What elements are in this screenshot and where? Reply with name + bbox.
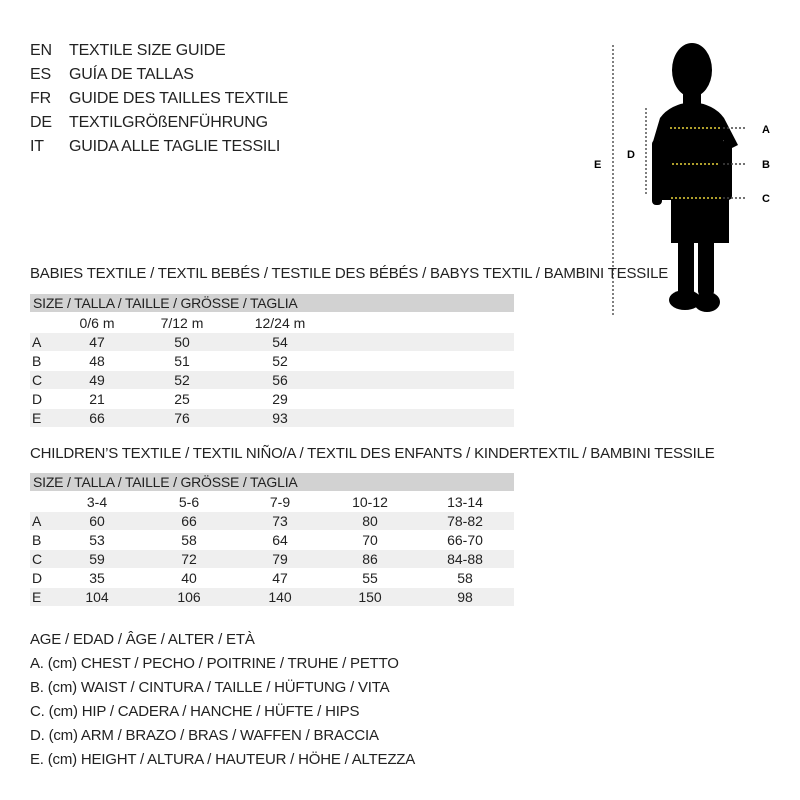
table-cell: 93 xyxy=(272,410,288,426)
table-cell: 40 xyxy=(181,570,197,586)
guide-title: GUIDE DES TAILLES TEXTILE xyxy=(69,90,289,107)
column-header: 10-12 xyxy=(352,494,388,510)
row-label: B xyxy=(32,353,42,369)
language-code: DE xyxy=(30,114,52,131)
column-header: 7-9 xyxy=(269,494,291,510)
table-cell: 86 xyxy=(362,551,378,567)
table-row-stripe xyxy=(30,588,514,606)
table-cell: 76 xyxy=(174,410,190,426)
column-header: 0/6 m xyxy=(79,315,115,331)
label-c: C xyxy=(762,193,770,205)
table-cell: 48 xyxy=(89,353,105,369)
legend-line: D. (cm) ARM / BRAZO / BRAS / WAFFEN / BR… xyxy=(30,727,379,744)
children-table-title: CHILDREN’S TEXTILE / TEXTIL NIÑO/A / TEX… xyxy=(30,445,715,462)
row-label: E xyxy=(32,410,42,426)
table-cell: 64 xyxy=(272,532,288,548)
label-b: B xyxy=(762,159,770,171)
table-cell: 59 xyxy=(89,551,105,567)
table-cell: 78-82 xyxy=(447,513,483,529)
row-label: D xyxy=(32,391,43,407)
legend-line: E. (cm) HEIGHT / ALTURA / HAUTEUR / HÖHE… xyxy=(30,751,416,768)
guide-title: TEXTILE SIZE GUIDE xyxy=(69,42,226,59)
table-cell: 106 xyxy=(177,589,201,605)
row-label: E xyxy=(32,589,42,605)
guide-title: GUIDA ALLE TAGLIE TESSILI xyxy=(69,138,281,155)
table-cell: 58 xyxy=(457,570,473,586)
table-cell: 29 xyxy=(272,391,288,407)
measure-lines xyxy=(670,127,745,199)
table-cell: 73 xyxy=(272,513,288,529)
table-row-stripe xyxy=(30,409,514,427)
table-cell: 56 xyxy=(272,372,288,388)
row-label: B xyxy=(32,532,42,548)
child-silhouette-figure: E D A B C xyxy=(594,43,770,316)
table-cell: 66 xyxy=(89,410,105,426)
row-label: A xyxy=(32,334,42,350)
legend-line: A. (cm) CHEST / PECHO / POITRINE / TRUHE… xyxy=(30,655,399,672)
table-row-stripe xyxy=(30,512,514,530)
babies-table-title: BABIES TEXTILE / TEXTIL BEBÉS / TESTILE … xyxy=(30,265,669,282)
language-code: FR xyxy=(30,90,51,107)
table-cell: 70 xyxy=(362,532,378,548)
table-cell: 104 xyxy=(85,589,109,605)
guide-title: TEXTILGRÖßENFÜHRUNG xyxy=(69,114,268,131)
table-cell: 25 xyxy=(174,391,190,407)
column-header: 12/24 m xyxy=(254,315,306,331)
silhouette xyxy=(652,43,738,312)
table-cell: 66 xyxy=(181,513,197,529)
table-cell: 150 xyxy=(358,589,382,605)
table-cell: 84-88 xyxy=(447,551,483,567)
table-cell: 51 xyxy=(174,353,190,369)
language-code: ES xyxy=(30,66,51,83)
table-header-bar xyxy=(30,473,514,491)
column-header: 13-14 xyxy=(447,494,483,510)
table-cell: 52 xyxy=(174,372,190,388)
language-code: IT xyxy=(30,138,44,155)
table-cell: 66-70 xyxy=(447,532,483,548)
table-cell: 79 xyxy=(272,551,288,567)
row-label: D xyxy=(32,570,43,586)
table-cell: 54 xyxy=(272,334,288,350)
row-label: C xyxy=(32,551,43,567)
table-header-bar xyxy=(30,294,514,312)
table-cell: 49 xyxy=(89,372,105,388)
column-header: 3-4 xyxy=(86,494,108,510)
label-a: A xyxy=(762,124,770,136)
table-cell: 60 xyxy=(89,513,105,529)
row-label: C xyxy=(32,372,43,388)
column-header: 7/12 m xyxy=(160,315,204,331)
table-row-stripe xyxy=(30,371,514,389)
table-cell: 52 xyxy=(272,353,288,369)
table-cell: 58 xyxy=(181,532,197,548)
table-cell: 80 xyxy=(362,513,378,529)
table-header-label: SIZE / TALLA / TAILLE / GRÖSSE / TAGLIA xyxy=(33,295,298,311)
table-cell: 98 xyxy=(457,589,473,605)
table-cell: 72 xyxy=(181,551,197,567)
column-header: 5-6 xyxy=(178,494,200,510)
table-cell: 55 xyxy=(362,570,378,586)
table-cell: 50 xyxy=(174,334,190,350)
legend-line: B. (cm) WAIST / CINTURA / TAILLE / HÜFTU… xyxy=(30,679,390,696)
table-header-label: SIZE / TALLA / TAILLE / GRÖSSE / TAGLIA xyxy=(33,474,298,490)
table-row-stripe xyxy=(30,550,514,568)
table-cell: 21 xyxy=(89,391,105,407)
legend-line: AGE / EDAD / ÂGE / ALTER / ETÀ xyxy=(30,631,255,648)
table-cell: 47 xyxy=(272,570,288,586)
table-cell: 35 xyxy=(89,570,105,586)
guide-title: GUÍA DE TALLAS xyxy=(69,66,194,83)
table-cell: 47 xyxy=(89,334,105,350)
table-cell: 53 xyxy=(89,532,105,548)
table-cell: 140 xyxy=(268,589,292,605)
legend-line: C. (cm) HIP / CADERA / HANCHE / HÜFTE / … xyxy=(30,703,360,720)
language-code: EN xyxy=(30,42,52,59)
label-d: D xyxy=(627,149,635,161)
row-label: A xyxy=(32,513,42,529)
label-e: E xyxy=(594,159,601,171)
table-row-stripe xyxy=(30,333,514,351)
